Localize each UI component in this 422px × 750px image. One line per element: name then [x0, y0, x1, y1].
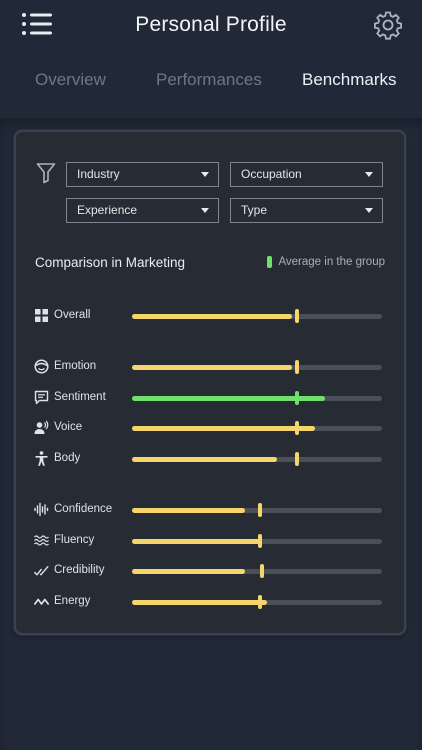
- check-marks-icon: [34, 566, 49, 576]
- metric-fill: [132, 365, 292, 370]
- metric-row-body: Body: [34, 449, 394, 469]
- hamburger-menu-icon[interactable]: [22, 13, 52, 35]
- metric-label: Emotion: [54, 360, 97, 372]
- metric-label: Energy: [54, 595, 91, 607]
- metric-label: Overall: [54, 309, 91, 321]
- industry-select[interactable]: Industry: [66, 162, 219, 187]
- metric-label: Fluency: [54, 534, 95, 546]
- gear-icon[interactable]: [373, 10, 403, 40]
- type-select-label: Type: [241, 203, 268, 217]
- page-title: Personal Profile: [135, 13, 287, 36]
- metric-fill: [132, 569, 245, 574]
- metric-track: [132, 391, 382, 405]
- industry-select-label: Industry: [77, 167, 120, 181]
- metric-label: Confidence: [54, 503, 113, 515]
- metric-row-sentiment: Sentiment: [34, 388, 394, 408]
- average-marker: [295, 452, 299, 466]
- metric-track: [132, 503, 382, 517]
- metric-fill: [132, 508, 245, 513]
- occupation-select-label: Occupation: [241, 167, 302, 181]
- average-marker: [295, 309, 299, 323]
- chevron-down-icon: [201, 208, 209, 213]
- metric-track: [132, 452, 382, 466]
- average-marker: [257, 534, 262, 548]
- speech-bubble-icon: [34, 390, 49, 405]
- grid-icon: [35, 309, 48, 322]
- average-marker: [257, 503, 262, 517]
- tab-bar: Overview Performances Benchmarks: [0, 70, 422, 96]
- average-marker: [260, 564, 264, 578]
- metric-row-emotion: Emotion: [34, 357, 394, 377]
- comparison-title: Comparison in Marketing: [35, 255, 186, 270]
- voice-speaker-icon: [34, 420, 49, 434]
- tab-performances[interactable]: Performances: [156, 70, 262, 89]
- funnel-filter-icon[interactable]: [36, 162, 56, 184]
- tab-benchmarks[interactable]: Benchmarks: [302, 70, 397, 89]
- average-marker: [257, 595, 262, 609]
- experience-select[interactable]: Experience: [66, 198, 219, 223]
- metric-track: [132, 360, 382, 374]
- face-icon: [34, 359, 49, 374]
- experience-select-label: Experience: [77, 203, 138, 217]
- tab-overview[interactable]: Overview: [35, 70, 106, 89]
- average-marker: [295, 421, 299, 435]
- app-header: Personal Profile: [0, 0, 422, 52]
- metric-track: [132, 595, 382, 609]
- legend-label: Average in the group: [278, 256, 385, 268]
- metric-row-energy: Energy: [34, 592, 394, 612]
- chevron-down-icon: [201, 172, 209, 177]
- occupation-select[interactable]: Occupation: [230, 162, 383, 187]
- metric-label: Voice: [54, 421, 83, 433]
- legend-swatch: [267, 256, 273, 268]
- body-figure-icon: [35, 451, 48, 466]
- metric-track: [132, 564, 382, 578]
- metric-row-voice: Voice: [34, 418, 394, 438]
- metric-fill: [132, 396, 325, 401]
- metric-fill: [132, 457, 277, 462]
- average-marker: [295, 360, 299, 374]
- metric-fill: [132, 539, 260, 544]
- metric-label: Body: [54, 452, 81, 464]
- benchmarks-card: Industry Occupation Experience Type Comp…: [14, 130, 406, 635]
- metric-track: [132, 421, 382, 435]
- metric-row-confidence: Confidence: [34, 500, 394, 520]
- metric-row-overall: Overall: [34, 306, 394, 326]
- waves-icon: [34, 535, 49, 546]
- metric-track: [132, 309, 382, 323]
- type-select[interactable]: Type: [230, 198, 383, 223]
- metric-fill: [132, 600, 267, 605]
- metric-row-credibility: Credibility: [34, 561, 394, 581]
- metric-row-fluency: Fluency: [34, 531, 394, 551]
- metric-fill: [132, 314, 292, 319]
- average-marker: [295, 391, 299, 405]
- metric-track: [132, 534, 382, 548]
- zigzag-icon: [34, 598, 49, 605]
- chevron-down-icon: [365, 208, 373, 213]
- legend: Average in the group: [267, 256, 385, 268]
- metric-label: Sentiment: [54, 391, 106, 403]
- chevron-down-icon: [365, 172, 373, 177]
- metric-fill: [132, 426, 315, 431]
- waveform-icon: [34, 502, 49, 517]
- metric-label: Credibility: [54, 564, 105, 576]
